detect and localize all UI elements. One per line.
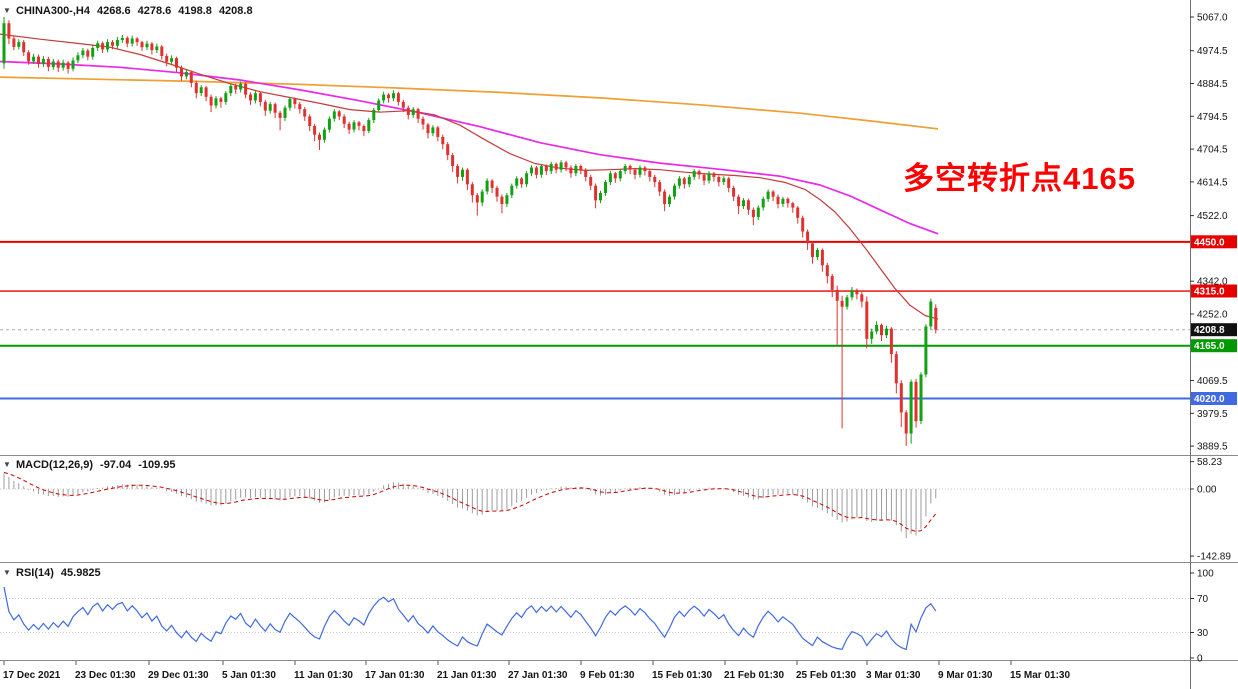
svg-text:4522.0: 4522.0 xyxy=(1197,211,1228,222)
symbol-period-label: CHINA300-,H4 xyxy=(16,5,90,17)
svg-text:4069.5: 4069.5 xyxy=(1197,376,1228,387)
svg-text:5 Jan 01:30: 5 Jan 01:30 xyxy=(222,670,276,681)
rsi-header: RSI(14) 45.9825 xyxy=(16,567,101,579)
svg-text:15 Feb 01:30: 15 Feb 01:30 xyxy=(652,670,712,681)
svg-text:4208.8: 4208.8 xyxy=(1194,325,1225,336)
svg-text:100: 100 xyxy=(1197,569,1214,580)
svg-text:21 Jan 01:30: 21 Jan 01:30 xyxy=(437,670,497,681)
svg-text:27 Jan 01:30: 27 Jan 01:30 xyxy=(508,670,568,681)
svg-text:4450.0: 4450.0 xyxy=(1194,237,1225,248)
svg-text:9 Mar 01:30: 9 Mar 01:30 xyxy=(938,670,993,681)
ohlc-close: 4208.8 xyxy=(218,5,253,17)
svg-text:4252.0: 4252.0 xyxy=(1197,309,1228,320)
pane-separators[interactable] xyxy=(0,455,1238,661)
svg-text:23 Dec 01:30: 23 Dec 01:30 xyxy=(75,670,136,681)
macd-header: MACD(12,26,9) -97.04 -109.95 xyxy=(16,459,176,471)
svg-text:11 Jan 01:30: 11 Jan 01:30 xyxy=(294,670,353,681)
svg-text:4020.0: 4020.0 xyxy=(1194,394,1225,405)
indicator-axis[interactable]: 58.23 0.00 -142.89 100 70 30 0 xyxy=(1190,457,1231,665)
price-axis[interactable]: 5067.0 4974.5 4884.5 4794.5 4704.5 4614.5 4522… xyxy=(1190,13,1228,453)
rsi-menu-icon[interactable]: ▼ xyxy=(3,568,11,577)
svg-text:21 Feb 01:30: 21 Feb 01:30 xyxy=(724,670,784,681)
svg-text:25 Feb 01:30: 25 Feb 01:30 xyxy=(796,670,856,681)
svg-text:30: 30 xyxy=(1197,628,1209,639)
svg-text:17 Jan 01:30: 17 Jan 01:30 xyxy=(365,670,425,681)
time-axis[interactable]: 17 Dec 2021 23 Dec 01:30 29 Dec 01:30 5 Jan… xyxy=(3,661,1070,681)
price-annotation-text[interactable]: 多空转折点4165 xyxy=(903,161,1136,196)
svg-text:4794.5: 4794.5 xyxy=(1197,112,1228,123)
rsi-levels xyxy=(0,598,1190,633)
svg-text:4974.5: 4974.5 xyxy=(1197,46,1228,57)
price-lines-layer xyxy=(0,240,1190,400)
svg-text:0.00: 0.00 xyxy=(1197,485,1217,496)
macd-menu-icon[interactable]: ▼ xyxy=(3,460,11,469)
macd-histogram xyxy=(3,473,937,539)
svg-text:4165.0: 4165.0 xyxy=(1194,341,1225,352)
svg-text:4342.0: 4342.0 xyxy=(1197,277,1228,288)
macd-title: MACD(12,26,9) xyxy=(16,459,94,471)
ohlc-open: 4268.6 xyxy=(96,5,131,17)
svg-text:4614.5: 4614.5 xyxy=(1197,177,1228,188)
svg-text:4884.5: 4884.5 xyxy=(1197,79,1228,90)
ma-slow-orange xyxy=(0,76,939,130)
svg-text:4315.0: 4315.0 xyxy=(1194,287,1225,298)
chart-menu-icon[interactable]: ▼ xyxy=(3,6,11,15)
svg-text:3 Mar 01:30: 3 Mar 01:30 xyxy=(866,670,921,681)
chart-title-bar: CHINA300-,H4 4268.6 4278.6 4198.8 4208.8 xyxy=(16,5,253,17)
ohlc-low: 4198.8 xyxy=(178,5,212,17)
svg-text:3979.5: 3979.5 xyxy=(1197,409,1228,420)
ohlc-high: 4278.6 xyxy=(137,5,172,17)
macd-signal-line xyxy=(3,472,937,533)
svg-text:9 Feb 01:30: 9 Feb 01:30 xyxy=(580,670,635,681)
rsi-title: RSI(14) xyxy=(16,567,54,579)
svg-text:0: 0 xyxy=(1197,654,1203,665)
macd-signal-value: -109.95 xyxy=(138,459,176,471)
svg-text:15 Mar 01:30: 15 Mar 01:30 xyxy=(1010,670,1070,681)
rsi-line xyxy=(3,586,937,651)
price-line-badges: 4450.0 4315.0 4165.0 4020.0 4208.8 xyxy=(1191,235,1237,405)
candles-layer xyxy=(2,17,938,446)
svg-text:4704.5: 4704.5 xyxy=(1197,145,1228,156)
svg-text:17 Dec 2021: 17 Dec 2021 xyxy=(3,670,61,681)
rsi-value: 45.9825 xyxy=(60,567,101,579)
svg-text:5067.0: 5067.0 xyxy=(1197,13,1228,24)
svg-text:58.23: 58.23 xyxy=(1197,457,1222,468)
svg-text:29 Dec 01:30: 29 Dec 01:30 xyxy=(148,670,209,681)
svg-text:3889.5: 3889.5 xyxy=(1197,442,1228,453)
macd-main-value: -97.04 xyxy=(100,459,132,471)
svg-text:70: 70 xyxy=(1197,594,1209,605)
svg-text:-142.89: -142.89 xyxy=(1197,552,1231,563)
